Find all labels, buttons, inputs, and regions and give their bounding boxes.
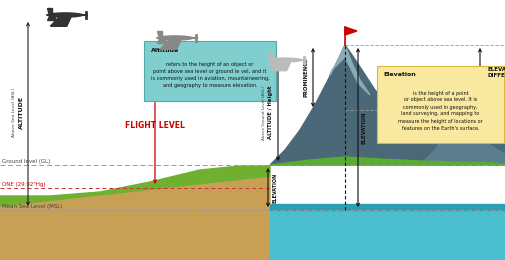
FancyBboxPatch shape (376, 66, 503, 143)
Polygon shape (329, 45, 369, 95)
Ellipse shape (156, 35, 194, 41)
Polygon shape (449, 110, 464, 123)
Text: Above Sea Level (ASL): Above Sea Level (ASL) (12, 88, 16, 137)
Text: ELEVATION: ELEVATION (273, 172, 277, 203)
Text: PROMINENCE: PROMINENCE (303, 58, 308, 97)
Polygon shape (157, 31, 162, 38)
Text: is the height of a point
or object above sea level. It is
commonly used in geogr: is the height of a point or object above… (397, 90, 482, 131)
Polygon shape (0, 176, 270, 260)
Polygon shape (160, 38, 181, 49)
Text: Altitude: Altitude (150, 48, 179, 53)
Polygon shape (0, 176, 270, 206)
Polygon shape (271, 60, 290, 70)
Text: ELEVATION
DIFFERENCE: ELEVATION DIFFERENCE (487, 67, 505, 78)
Polygon shape (271, 60, 290, 70)
Text: Mean Sea Level (MSL): Mean Sea Level (MSL) (2, 204, 62, 209)
Polygon shape (157, 39, 165, 43)
Polygon shape (0, 206, 505, 260)
Polygon shape (344, 27, 357, 35)
Ellipse shape (267, 57, 302, 63)
Polygon shape (270, 206, 505, 260)
Polygon shape (47, 8, 52, 15)
Polygon shape (270, 157, 505, 165)
Text: Elevation: Elevation (382, 73, 415, 77)
Text: ONE (29.92"Hg): ONE (29.92"Hg) (2, 182, 45, 187)
Polygon shape (50, 15, 71, 26)
Polygon shape (419, 110, 505, 165)
Text: FLIGHT LEVEL: FLIGHT LEVEL (125, 120, 184, 129)
Polygon shape (0, 166, 270, 206)
Ellipse shape (46, 12, 84, 18)
Text: Ground level (GL): Ground level (GL) (2, 159, 50, 164)
Text: ALTITUDE: ALTITUDE (19, 96, 23, 129)
Polygon shape (268, 53, 273, 60)
Text: ELEVATION: ELEVATION (361, 111, 366, 144)
Polygon shape (268, 61, 275, 64)
Polygon shape (50, 15, 71, 26)
Polygon shape (270, 205, 505, 210)
Text: ALTITUDE / Height: ALTITUDE / Height (268, 86, 273, 139)
Polygon shape (0, 204, 505, 210)
Polygon shape (47, 16, 55, 20)
FancyBboxPatch shape (144, 41, 275, 101)
Polygon shape (270, 45, 505, 165)
Polygon shape (160, 38, 181, 49)
Text: refers to the height of an object or
point above sea level or ground le vel, and: refers to the height of an object or poi… (150, 62, 269, 88)
Text: Above Ground Level (AGL): Above Ground Level (AGL) (262, 85, 266, 140)
